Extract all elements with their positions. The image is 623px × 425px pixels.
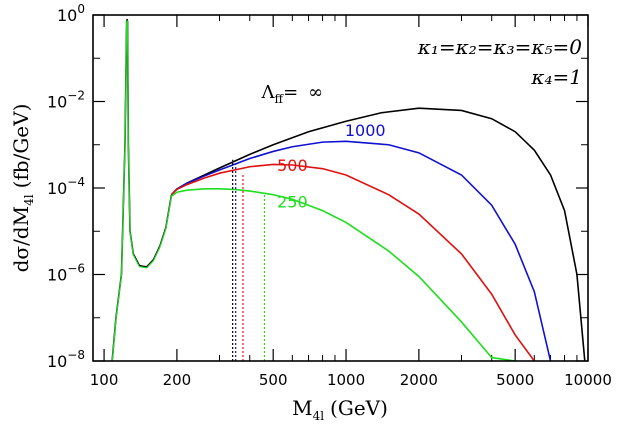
y-tick-label: 10−2 [47,89,85,112]
series-label-3: 250 [277,193,308,212]
y-tick-label: 10−4 [47,175,85,198]
series-line-2 [170,163,535,361]
x-tick-label: 2000 [400,371,438,389]
tick-layer [93,14,589,362]
y-tick-label: 10−8 [47,348,85,371]
low-mass-curve-green [111,20,173,361]
curve-layer [111,19,586,361]
x-axis-title: M4l (GeV) [292,396,388,423]
series-label-0: Λff= ∞ [261,82,324,106]
marker-layer [232,159,266,361]
plot-frame [92,14,589,362]
series-label-2: 500 [277,156,308,175]
series-line-3 [171,187,516,361]
y-axis-title: dσ/dM4l(fb/GeV) [9,104,36,273]
label-layer: 100 200 500 1000 2000 5000 10000 10−8 10−6 10−4 10… [47,2,612,389]
x-tick-label: 200 [163,371,192,389]
x-tick-label: 10000 [564,371,612,389]
kappa-annotation-line2: κ₄=1 [530,65,582,89]
y-tick-label: 100 [57,2,85,25]
x-tick-label: 1000 [327,371,365,389]
x-tick-label: 500 [259,371,288,389]
y-tick-label: 10−6 [47,262,85,285]
series-line-1 [170,140,552,361]
low-mass-curve [111,19,173,361]
x-tick-label: 5000 [496,371,534,389]
series-label-1: 1000 [345,121,386,140]
series-line-0 [170,107,586,361]
x-tick-label: 100 [90,371,119,389]
kappa-annotation-line1: κ₁=κ₂=κ₃=κ₅=0 [417,35,583,59]
